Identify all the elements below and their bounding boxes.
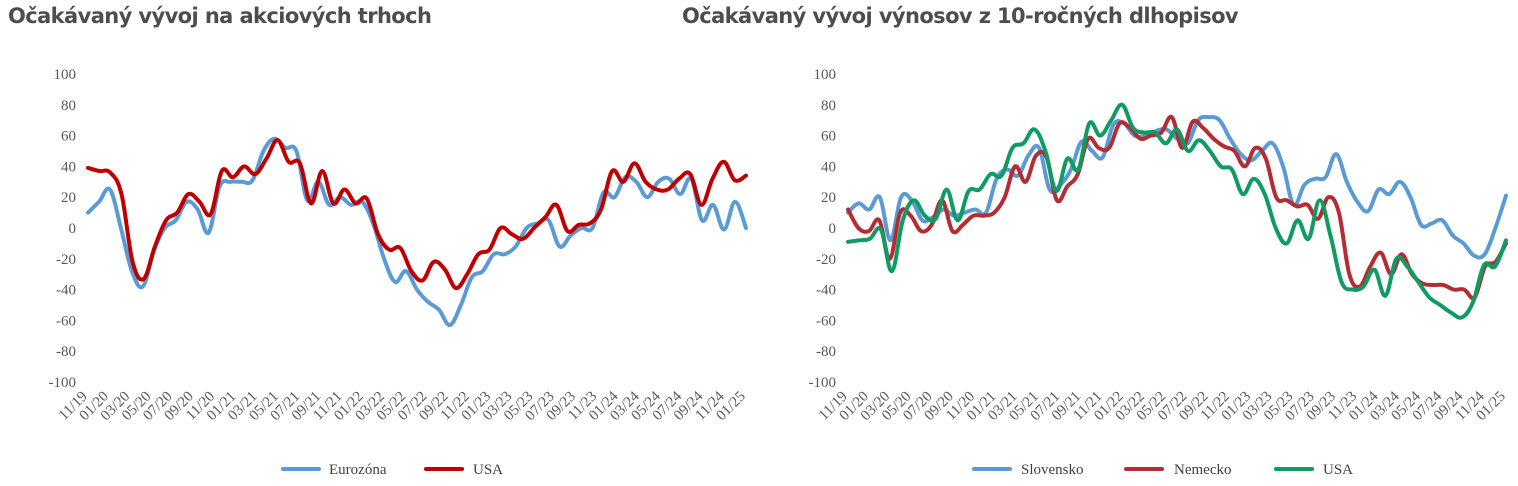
y-tick-label: -60 xyxy=(816,313,836,329)
y-tick-label: 0 xyxy=(829,221,837,237)
legend-label: Eurozóna xyxy=(329,462,387,478)
y-tick-label: -100 xyxy=(809,375,837,391)
equity-chart-title: Očakávaný vývoj na akciových trhoch xyxy=(8,4,432,28)
y-tick-label: -40 xyxy=(816,283,836,299)
series-line-usa xyxy=(86,138,748,291)
y-tick-label: 40 xyxy=(821,159,836,175)
y-tick-label: 80 xyxy=(821,98,836,114)
y-tick-label: 100 xyxy=(814,67,837,83)
bond-yield-chart-title: Očakávaný vývoj výnosov z 10-ročných dlh… xyxy=(682,4,1239,28)
y-tick-label: 20 xyxy=(61,190,76,206)
legend-label: Slovensko xyxy=(1021,462,1084,478)
series-line-usa xyxy=(846,102,1508,320)
series-line-euroz-na xyxy=(86,136,748,327)
bond-yield-chart: 100806040200-20-40-60-80-10011/1901/2003… xyxy=(809,67,1509,478)
y-tick-label: -60 xyxy=(56,313,76,329)
y-tick-label: -80 xyxy=(56,344,76,360)
y-tick-label: 80 xyxy=(61,98,76,114)
y-tick-label: 100 xyxy=(54,67,77,83)
equity-chart-panel: Očakávaný vývoj na akciových trhoch 100 8… xyxy=(8,4,749,478)
y-tick-label: 0 xyxy=(69,221,77,237)
y-tick-label: 60 xyxy=(61,129,76,145)
equity-chart: 100806040200-20-40-60-80-10011/1901/2003… xyxy=(49,67,749,478)
y-tick-label: 40 xyxy=(61,159,76,175)
y-tick-label: -20 xyxy=(816,252,836,268)
y-tick-label: -40 xyxy=(56,283,76,299)
y-tick-label: -80 xyxy=(816,344,836,360)
legend-label: Nemecko xyxy=(1174,462,1231,478)
y-tick-label: 60 xyxy=(821,129,836,145)
series-line-nemecko xyxy=(846,114,1508,301)
y-tick-label: 20 xyxy=(821,190,836,206)
legend-label: USA xyxy=(1323,462,1353,478)
y-tick-label: -100 xyxy=(49,375,77,391)
y-tick-label: -20 xyxy=(56,252,76,268)
bond-yield-chart-panel: Očakávaný vývoj výnosov z 10-ročných dlh… xyxy=(682,0,1518,486)
legend-label: USA xyxy=(473,462,503,478)
